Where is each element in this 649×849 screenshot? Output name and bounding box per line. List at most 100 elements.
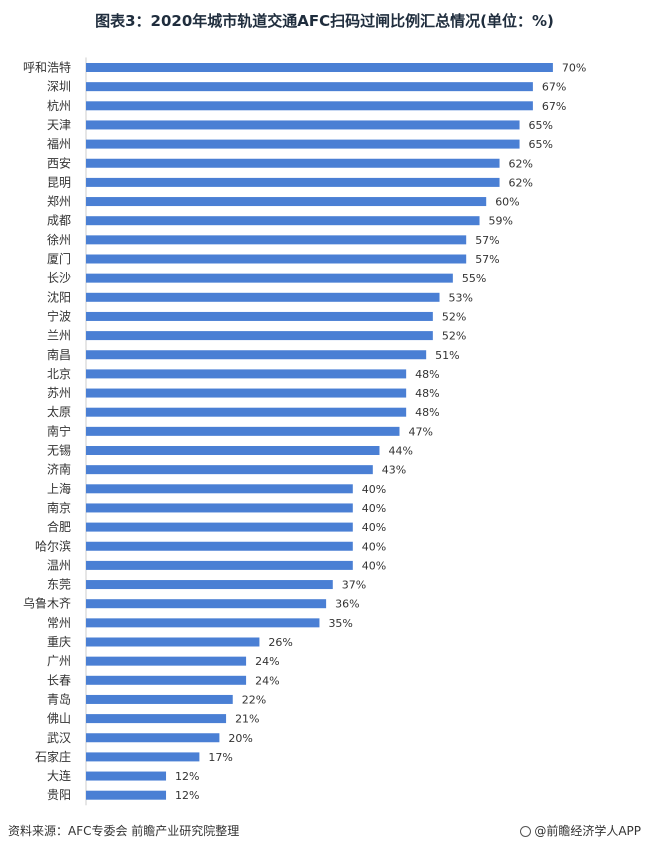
category-label: 佛山: [47, 712, 71, 726]
data-label: 20%: [228, 732, 252, 745]
category-label: 太原: [47, 404, 71, 419]
bar: [86, 350, 427, 360]
chart-title: 图表3：2020年城市轨道交通AFC扫码过闸比例汇总情况(单位：%): [95, 12, 554, 30]
bar: [86, 407, 407, 417]
brand-credit: @前瞻经济学人APP: [520, 822, 641, 839]
bar: [86, 694, 233, 704]
bar: [86, 63, 553, 72]
bar: [86, 790, 167, 800]
category-label: 宁波: [47, 308, 71, 323]
bar: [86, 465, 373, 475]
bar: [86, 331, 433, 341]
data-label: 40%: [362, 559, 386, 572]
bar: [86, 771, 167, 781]
data-label: 65%: [529, 138, 553, 151]
data-label: 53%: [449, 291, 473, 304]
data-label: 48%: [415, 368, 439, 381]
data-label: 35%: [328, 617, 352, 630]
source-note: 资料来源：AFC专委会 前瞻产业研究院整理: [8, 824, 240, 838]
category-label: 福州: [47, 136, 71, 151]
category-label: 徐州: [47, 232, 71, 247]
category-label: 沈阳: [47, 289, 71, 304]
bar: [86, 503, 353, 513]
bar: [86, 254, 467, 264]
bar: [86, 714, 227, 724]
category-label: 长春: [47, 673, 71, 687]
bar: [86, 752, 200, 762]
category-label: 成都: [47, 214, 71, 228]
data-label: 40%: [362, 540, 386, 553]
bar: [86, 369, 407, 379]
brand-text: @前瞻经济学人APP: [534, 824, 641, 838]
data-label: 37%: [342, 579, 366, 592]
data-label: 47%: [408, 425, 432, 438]
data-label: 62%: [509, 176, 533, 189]
bar: [86, 484, 353, 494]
category-label: 广州: [47, 654, 71, 668]
category-label: 昆明: [47, 175, 71, 189]
category-label: 无锡: [47, 443, 71, 458]
category-label: 兰州: [47, 329, 71, 343]
bar: [86, 426, 400, 436]
data-label: 24%: [255, 655, 279, 668]
category-label: 天津: [47, 118, 71, 132]
category-label: 重庆: [47, 635, 71, 649]
category-label: 青岛: [47, 691, 71, 706]
data-label: 55%: [462, 272, 486, 285]
bar: [86, 522, 353, 532]
category-label: 温州: [47, 558, 71, 572]
category-label: 武汉: [47, 731, 71, 745]
data-label: 21%: [235, 713, 259, 726]
bar: [86, 580, 333, 590]
category-label: 南宁: [47, 423, 71, 438]
bar: [86, 311, 433, 321]
bar: [86, 599, 327, 609]
category-label: 乌鲁木齐: [23, 596, 71, 611]
data-label: 48%: [415, 387, 439, 400]
data-label: 24%: [255, 674, 279, 687]
bar: [86, 101, 533, 111]
data-label: 22%: [242, 693, 266, 706]
brand-logo-icon: [520, 826, 532, 837]
data-label: 62%: [509, 157, 533, 170]
bar: [86, 560, 353, 570]
bar: [86, 120, 520, 130]
category-label: 长沙: [47, 271, 71, 285]
bar: [86, 216, 480, 226]
bar: [86, 235, 467, 245]
bar: [86, 541, 353, 551]
data-label: 51%: [435, 349, 459, 362]
bar: [86, 82, 533, 92]
category-label: 东莞: [47, 578, 71, 592]
bar: [86, 292, 440, 302]
category-label: 合肥: [47, 519, 71, 534]
data-label: 12%: [175, 789, 199, 802]
category-label: 大连: [47, 768, 71, 783]
data-label: 52%: [442, 310, 466, 323]
bar: [86, 733, 220, 743]
data-label: 17%: [208, 751, 232, 764]
data-label: 40%: [362, 483, 386, 496]
bar: [86, 388, 407, 398]
category-label: 上海: [47, 481, 71, 496]
category-label: 南京: [47, 500, 71, 515]
category-label: 西安: [47, 155, 71, 170]
category-label: 苏州: [47, 386, 71, 400]
data-label: 52%: [442, 330, 466, 343]
bar: [86, 197, 487, 207]
category-label: 南昌: [47, 347, 71, 362]
data-label: 40%: [362, 502, 386, 515]
bar: [86, 656, 247, 666]
category-label: 贵阳: [47, 788, 71, 802]
data-label: 44%: [388, 445, 412, 458]
data-label: 48%: [415, 406, 439, 419]
data-label: 26%: [268, 636, 292, 649]
category-label: 济南: [47, 462, 71, 477]
bar: [86, 177, 500, 187]
bar: [86, 158, 500, 168]
data-label: 57%: [475, 253, 499, 266]
category-label: 杭州: [47, 98, 71, 113]
category-label: 深圳: [47, 80, 71, 94]
category-label: 厦门: [47, 251, 71, 266]
